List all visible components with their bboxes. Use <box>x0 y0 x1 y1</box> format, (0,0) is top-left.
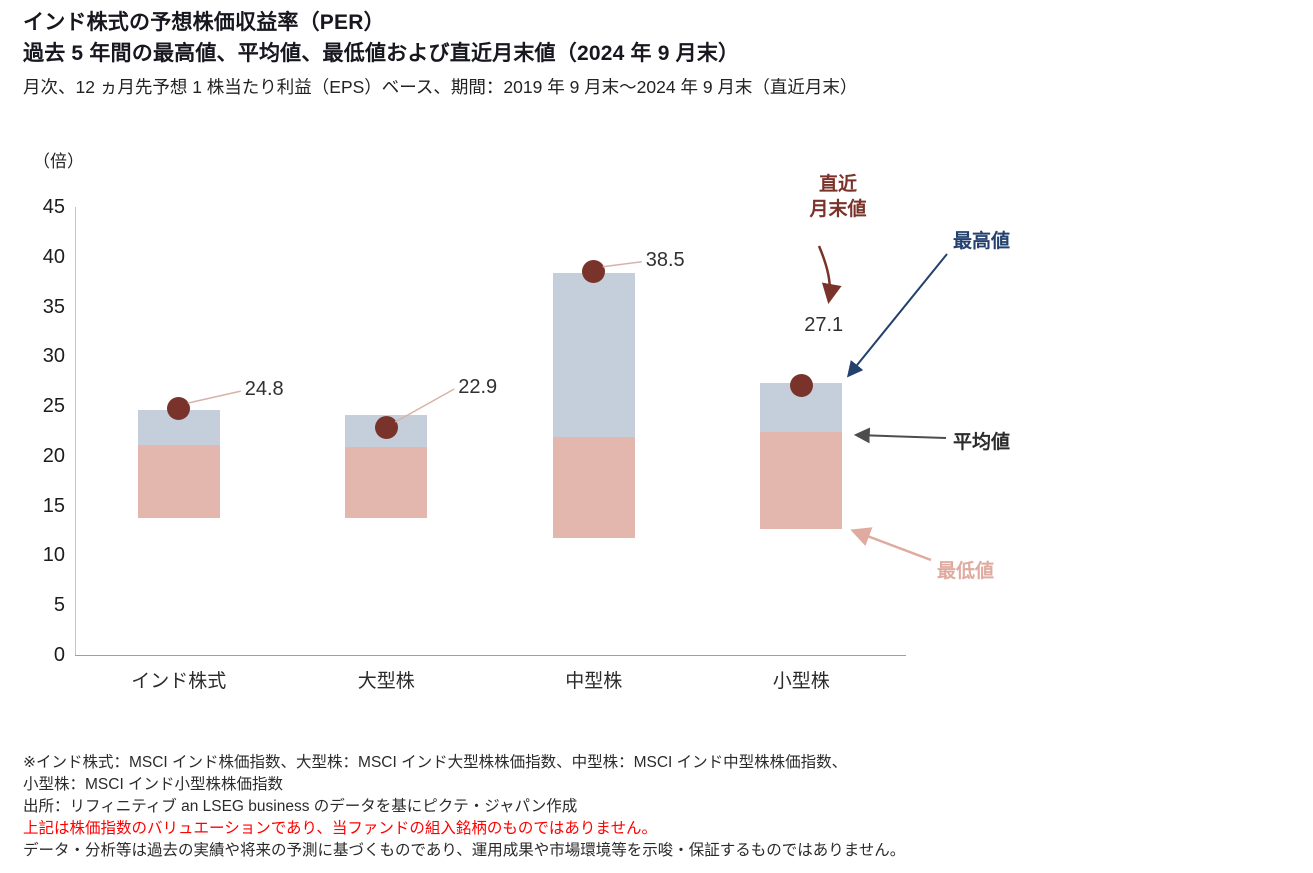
y-axis-tick-label: 5 <box>53 594 65 617</box>
category-label: 小型株 <box>772 671 830 692</box>
category-label: 中型株 <box>565 671 623 692</box>
footnote-disclaimer: データ・分析等は過去の実績や将来の予測に基づくものであり、運用成果や市場環境等を… <box>23 842 906 859</box>
latest-month-end-arrow <box>817 245 842 304</box>
chart-subtitle: 月次、12 ヵ月先予想 1 株当たり利益（EPS）ベース、期間：2019 年 9… <box>23 77 858 97</box>
y-axis-tick-label: 10 <box>42 544 65 567</box>
annotation-max-value: 最高値 <box>953 231 1011 252</box>
y-axis-tick-label: 40 <box>42 245 65 268</box>
latest-value-label: 24.8 <box>244 378 284 401</box>
range-bar-avg-to-max <box>552 272 635 437</box>
min-value-arrow <box>850 527 932 562</box>
range-bar-min-to-avg <box>137 444 220 518</box>
value-leader-line <box>187 390 241 404</box>
footnote-warning: 上記は株価指数のバリュエーションであり、当ファンドの組入銘柄のものではありません… <box>23 820 657 837</box>
latest-value-dot <box>374 415 398 439</box>
x-axis-line <box>75 655 906 656</box>
footnote-source: 出所：リフィニティブ an LSEG business のデータを基にピクテ・ジ… <box>23 798 578 815</box>
latest-value-dot <box>582 260 606 284</box>
y-axis-tick-label: 0 <box>53 644 65 666</box>
avg-value-arrow <box>853 427 947 444</box>
y-axis-tick-label: 25 <box>42 395 65 418</box>
range-bar-min-to-avg <box>345 446 428 518</box>
y-axis-unit-label: （倍） <box>33 152 84 171</box>
value-leader-line <box>602 260 642 268</box>
annotation-latest-line1: 直近 <box>818 174 857 195</box>
page-title-line2: 過去 5 年間の最高値、平均値、最低値および直近月末値（2024 年 9 月末） <box>23 42 740 65</box>
y-axis-line <box>75 207 76 656</box>
latest-value-label: 22.9 <box>458 376 498 399</box>
annotation-latest-line2: 月末値 <box>809 199 867 220</box>
y-axis-tick-label: 35 <box>42 295 65 318</box>
latest-value-label: 27.1 <box>804 314 844 337</box>
annotation-avg-value: 平均値 <box>953 432 1011 453</box>
y-axis-tick-label: 20 <box>42 444 65 467</box>
annotation-min-value: 最低値 <box>937 561 995 582</box>
y-axis-tick-label: 30 <box>42 345 65 368</box>
footnote-index-definition-2: 小型株：MSCI インド小型株株価指数 <box>23 776 284 793</box>
y-axis-tick-label: 45 <box>42 196 65 218</box>
max-value-arrow <box>846 253 948 378</box>
latest-value-label: 38.5 <box>645 248 685 271</box>
latest-value-dot <box>167 396 191 420</box>
y-axis-tick-label: 15 <box>42 494 65 517</box>
footnote-index-definition-1: ※インド株式：MSCI インド株価指数、大型株：MSCI インド大型株株価指数、… <box>23 754 848 771</box>
page-title: インド株式の予想株価収益率（PER） <box>23 11 385 34</box>
range-bar-min-to-avg <box>552 436 635 538</box>
range-bar-min-to-avg <box>760 431 843 529</box>
latest-value-dot <box>789 373 813 397</box>
category-label: インド株式 <box>131 671 227 692</box>
annotation-latest-month-end: 直近 月末値 <box>793 172 883 222</box>
category-label: 大型株 <box>357 671 415 692</box>
